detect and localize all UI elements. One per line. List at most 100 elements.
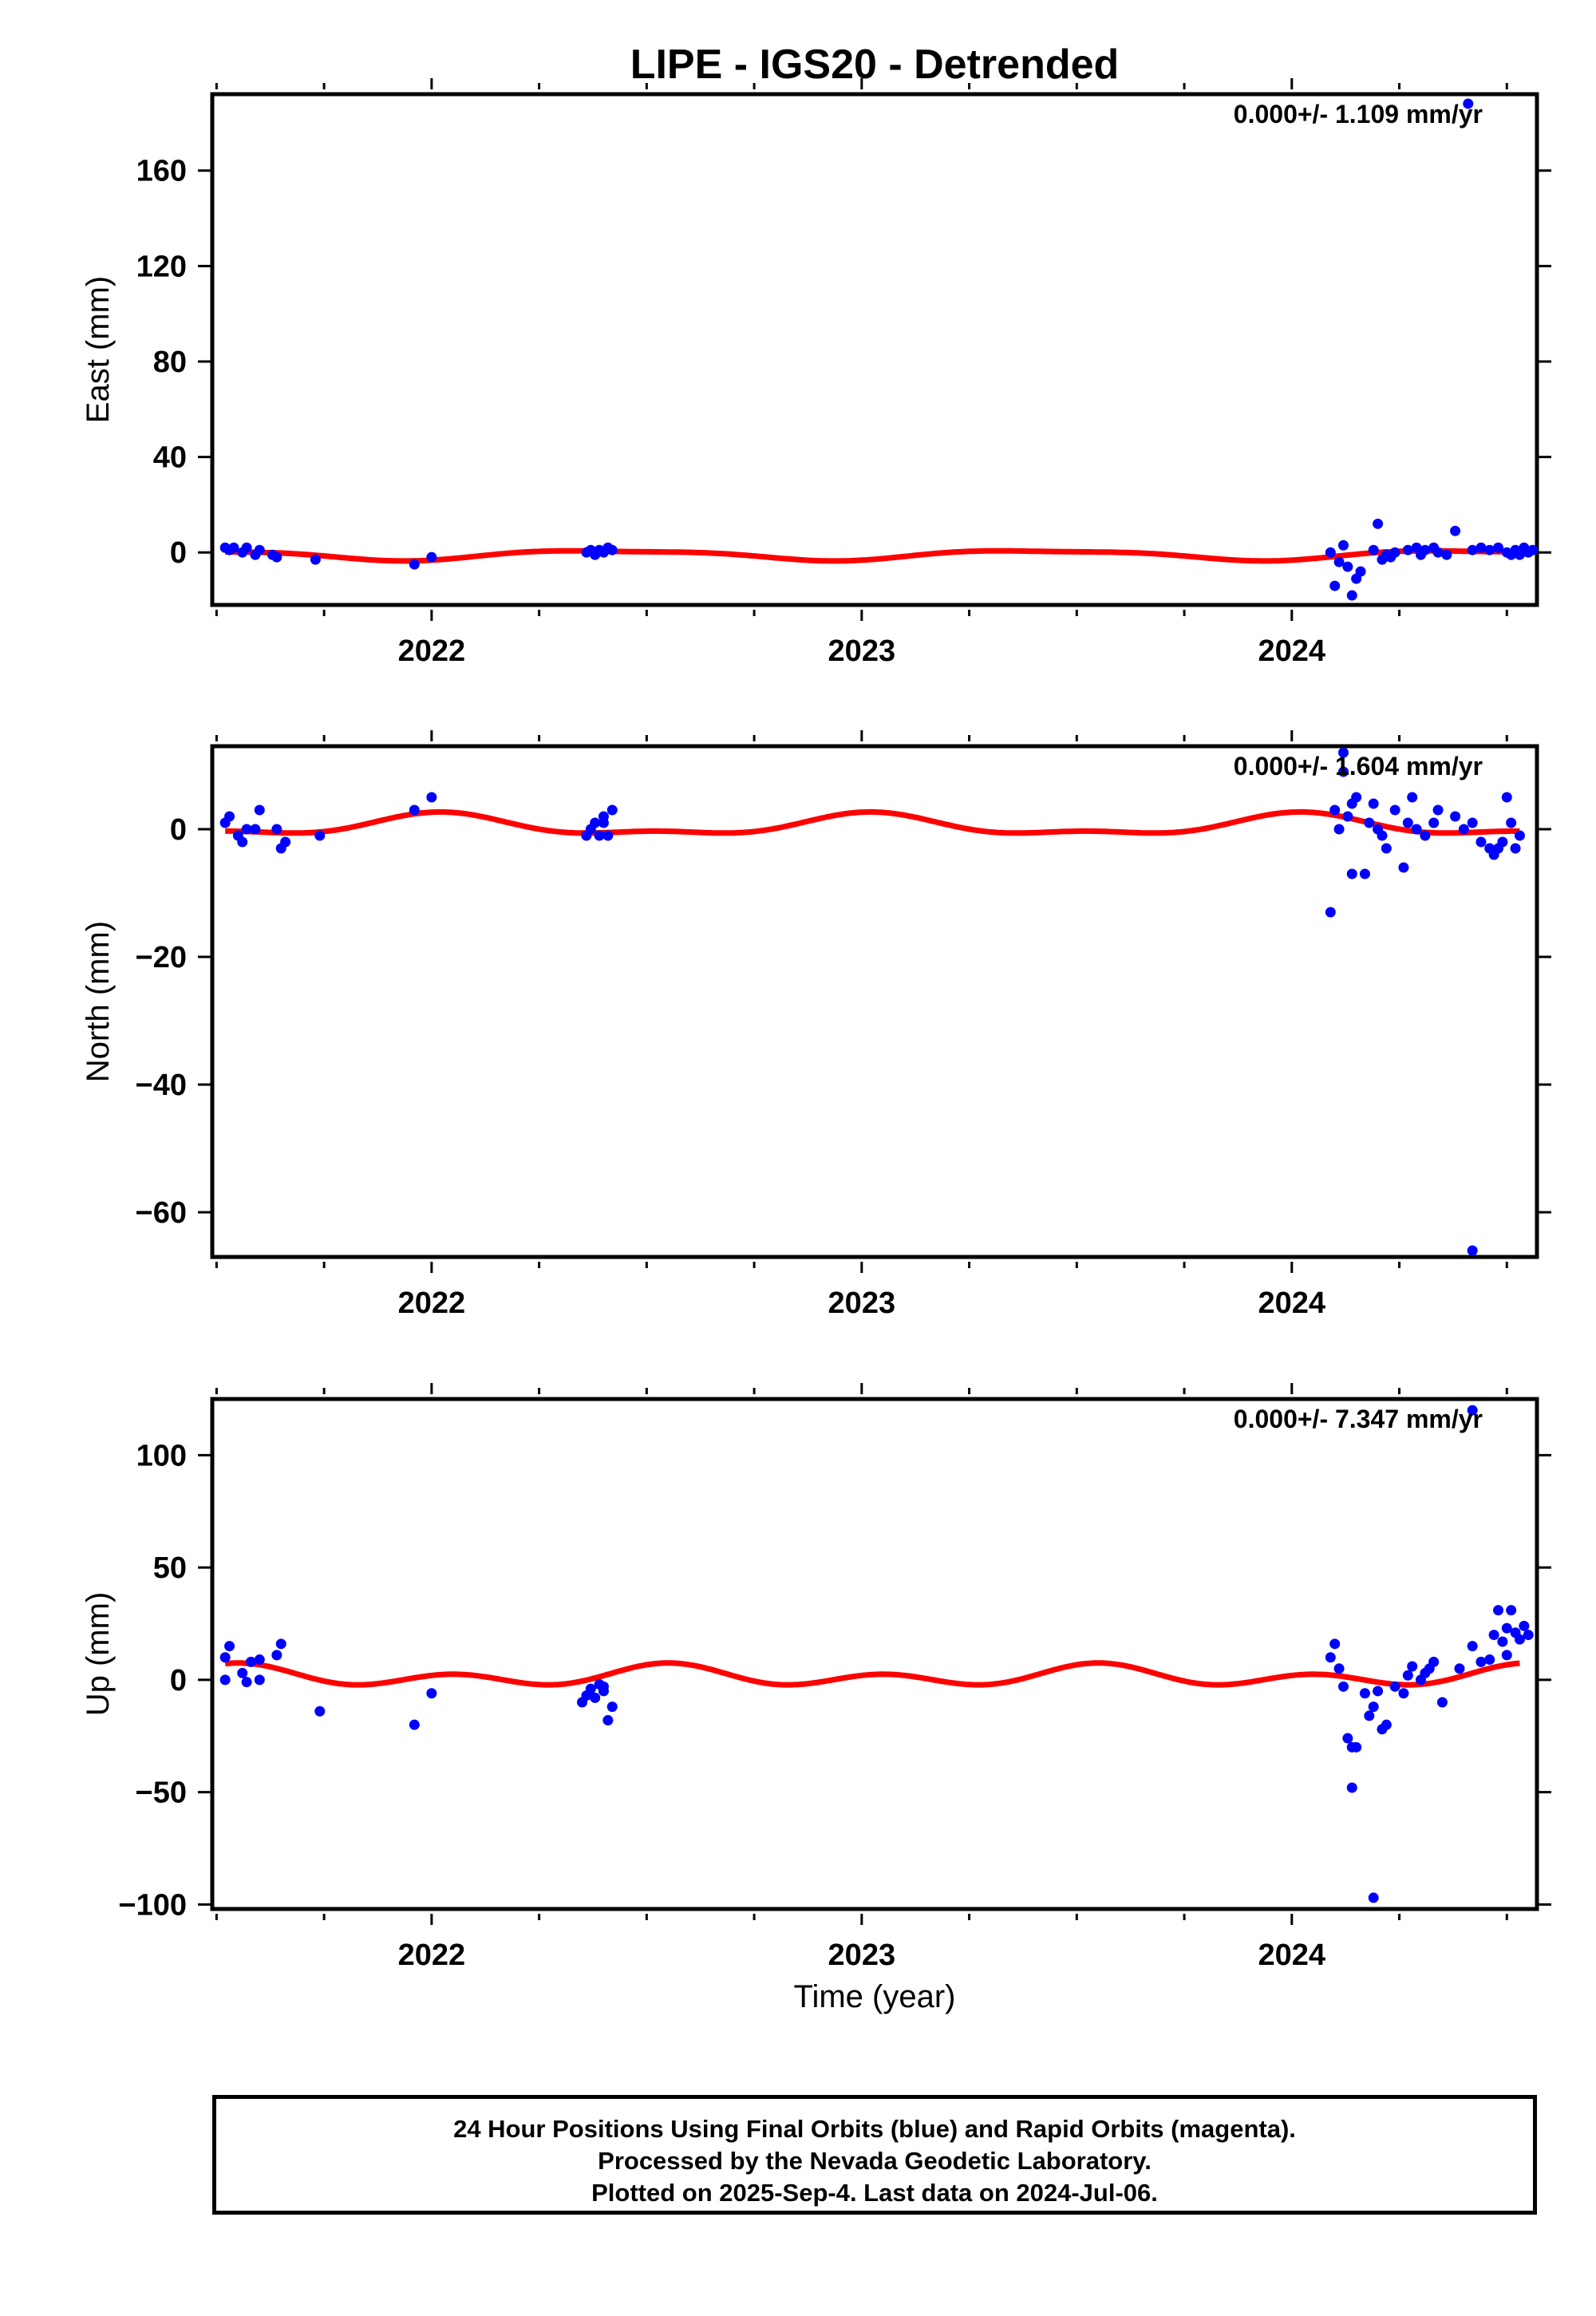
data-point [1514, 830, 1525, 841]
y-axis-label: Up (mm) [81, 1592, 116, 1717]
y-tick-label: 40 [153, 441, 187, 475]
data-point [426, 551, 437, 563]
data-point [590, 817, 601, 828]
data-point [1514, 1634, 1525, 1645]
fit-curve [225, 547, 1520, 564]
y-tick-label: −40 [136, 1069, 187, 1102]
data-point [1467, 1405, 1478, 1416]
data-point [1364, 1710, 1375, 1721]
data-point [1368, 1892, 1379, 1903]
x-tick-label: 2023 [828, 634, 896, 668]
data-point [1450, 525, 1461, 536]
data-point [1467, 544, 1478, 555]
data-point [426, 792, 437, 803]
data-point [1432, 804, 1444, 816]
data-point [1333, 1663, 1345, 1674]
data-point [1342, 811, 1353, 822]
data-point [1342, 561, 1353, 572]
footer-note: 24 Hour Positions Using Final Orbits (bl… [212, 2095, 1537, 2215]
data-point [606, 1701, 618, 1713]
data-point [310, 554, 321, 565]
data-point [1364, 817, 1375, 828]
data-point [1368, 544, 1379, 555]
data-point [1476, 836, 1487, 848]
data-point [1346, 868, 1357, 879]
data-point [1497, 836, 1508, 848]
data-point [590, 1692, 601, 1703]
data-point [314, 830, 326, 841]
rate-annotation: 0.000+/- 1.604 mm/yr [1234, 752, 1483, 781]
data-point [1342, 1733, 1353, 1744]
y-tick-label: 160 [136, 155, 187, 188]
data-point [1329, 1638, 1341, 1650]
data-point [237, 1667, 248, 1678]
data-point [1368, 1701, 1379, 1713]
data-point [1337, 747, 1349, 758]
footer-line-2: Processed by the Nevada Geodetic Laborat… [598, 2147, 1152, 2175]
data-point [426, 1688, 437, 1699]
footer-line-1: 24 Hour Positions Using Final Orbits (bl… [453, 2115, 1296, 2143]
data-point [1458, 824, 1469, 835]
plot-frame [210, 744, 1539, 1259]
data-point [254, 1654, 265, 1666]
plot-frame [210, 1397, 1539, 1911]
data-point [606, 544, 618, 555]
y-tick-label: −50 [136, 1777, 187, 1810]
data-point [219, 1652, 231, 1663]
data-point [585, 1683, 596, 1694]
data-point [1441, 549, 1452, 560]
y-axis-label: North (mm) [81, 921, 116, 1082]
data-point [602, 830, 614, 841]
data-point [275, 1638, 286, 1650]
data-point [250, 824, 261, 835]
data-point [1351, 792, 1362, 803]
data-point [246, 1656, 257, 1667]
data-point [1523, 1630, 1534, 1641]
data-point [1351, 1741, 1362, 1753]
y-tick-label: 80 [153, 346, 187, 379]
y-tick-label: 0 [170, 813, 187, 847]
fit-curve [224, 1660, 1520, 1688]
data-point [241, 542, 252, 553]
x-axis-label: Time (year) [794, 1979, 956, 2014]
y-tick-label: −100 [118, 1888, 187, 1922]
x-tick-label: 2024 [1258, 1939, 1326, 1972]
data-point [1501, 792, 1512, 803]
data-point [1325, 907, 1336, 918]
data-point [598, 817, 609, 828]
data-point [1492, 1605, 1503, 1616]
data-point [1373, 1686, 1384, 1697]
data-point [1398, 862, 1409, 873]
data-point [1325, 1652, 1336, 1663]
data-point [1428, 1656, 1440, 1667]
data-point [1337, 539, 1349, 551]
x-tick-label: 2022 [398, 1286, 466, 1320]
data-point [602, 1715, 614, 1726]
data-point [1420, 830, 1431, 841]
data-point [1381, 843, 1392, 854]
data-point [1389, 547, 1400, 558]
rate-annotation: 0.000+/- 1.109 mm/yr [1234, 100, 1483, 128]
x-tick-label: 2023 [828, 1286, 896, 1320]
data-point [1420, 544, 1431, 555]
data-point [1389, 804, 1400, 816]
data-point [1484, 1654, 1495, 1666]
data-point [1519, 1620, 1530, 1631]
data-point [1355, 566, 1366, 577]
data-point [1450, 811, 1461, 822]
fit-curve [225, 808, 1520, 836]
data-point [1402, 544, 1413, 555]
data-point [1407, 1661, 1418, 1672]
data-point [1463, 98, 1474, 109]
data-point [1432, 547, 1444, 558]
data-point [280, 836, 291, 848]
data-point [224, 811, 235, 822]
footer-line-3: Plotted on 2025-Sep-4. Last data on 2024… [591, 2179, 1158, 2207]
x-tick-label: 2022 [398, 1939, 466, 1972]
data-point [1346, 590, 1357, 601]
data-point [1402, 1670, 1413, 1681]
data-point [409, 1719, 420, 1730]
data-point [409, 559, 420, 570]
data-point [598, 1681, 609, 1692]
